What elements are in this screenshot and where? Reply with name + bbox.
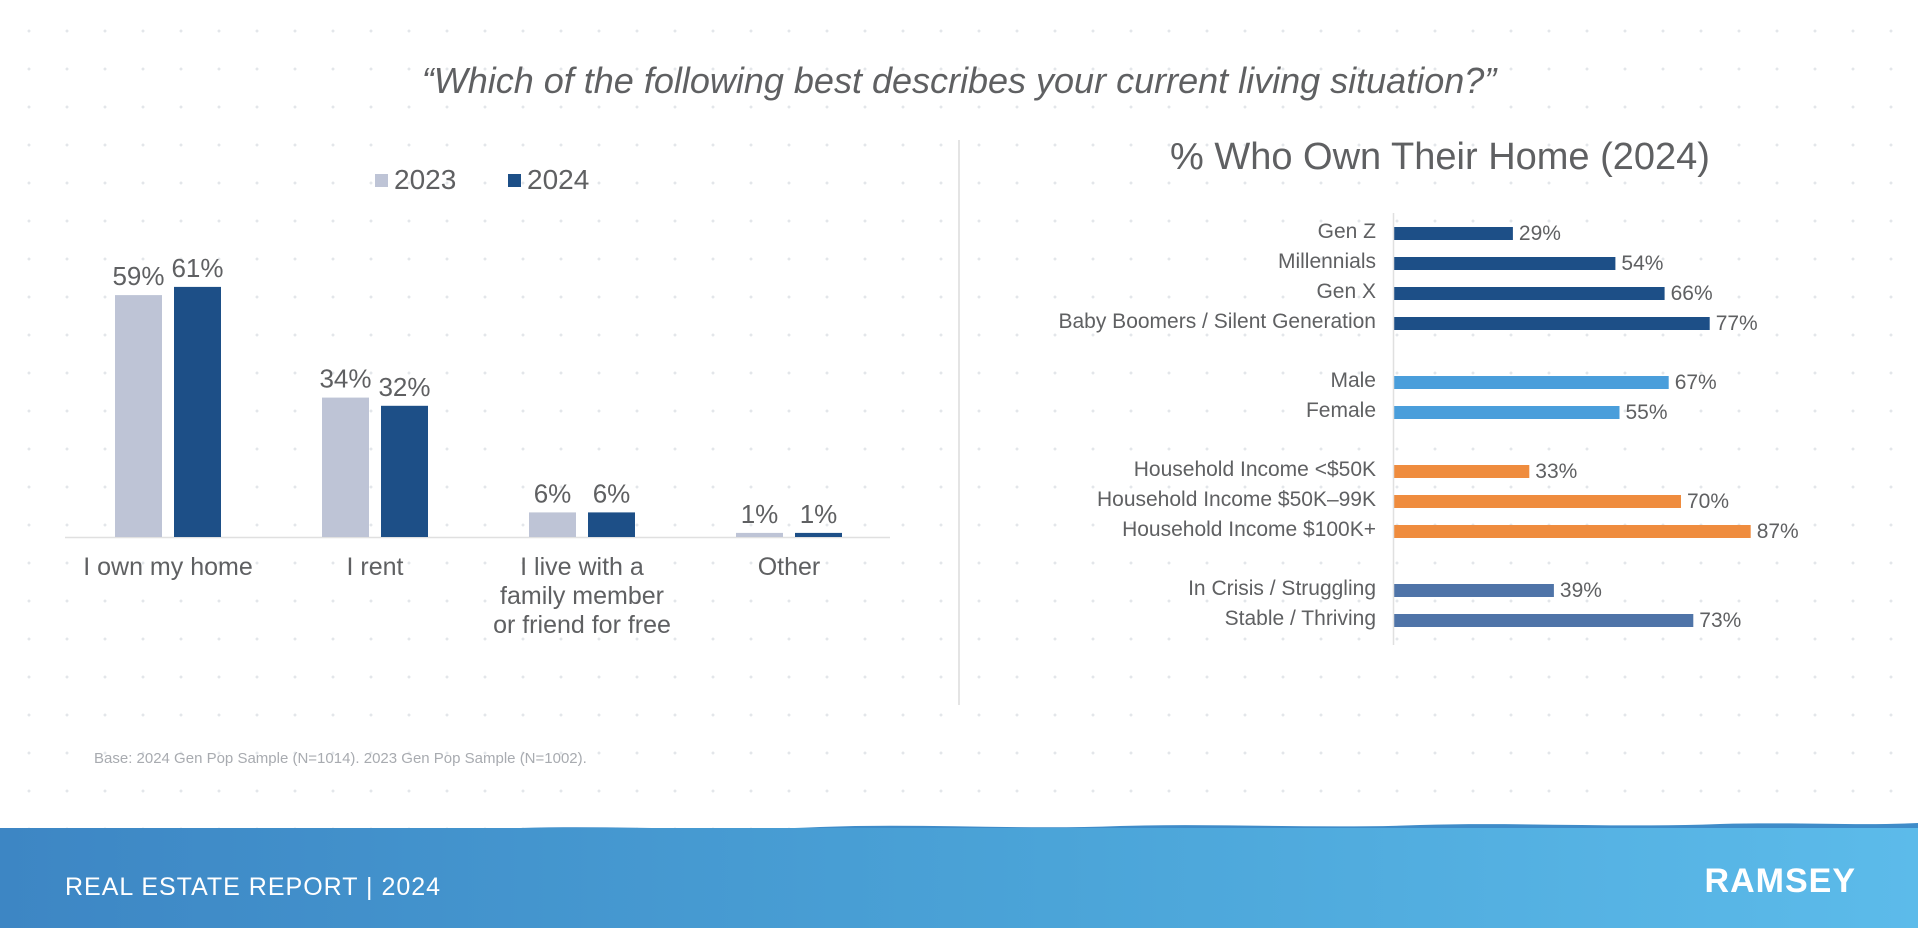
row-label-3-3: Household Income $100K+ [1122,518,1376,541]
hbar-2-2 [1394,406,1620,419]
survey-question: “Which of the following best describes y… [421,60,1497,101]
hbar-value-1-3: 66% [1671,282,1713,305]
bar-label-2024-2: 32% [378,372,430,402]
hbar-1-1 [1394,227,1513,240]
hbar-3-2 [1394,495,1681,508]
category-label-line: I own my home [83,553,253,581]
bar-label-2023-4: 1% [741,499,779,529]
legend-swatch-2023 [375,173,388,187]
hbar-value-1-1: 29% [1519,222,1561,245]
bar-label-2024-1: 61% [171,253,223,283]
hbar-value-3-3: 87% [1757,520,1799,543]
category-label-line: Other [758,553,821,581]
row-label-1-2: Millennials [1278,250,1376,273]
row-label-4-2: Stable / Thriving [1225,607,1376,630]
category-label-line: I rent [347,553,404,581]
category-label-4: Other [758,553,821,581]
hbar-value-4-1: 39% [1560,579,1602,602]
row-label-2-1: Male [1330,369,1376,392]
hbar-value-2-1: 67% [1675,371,1717,394]
ramsey-logo: RAMSEY [1704,862,1856,900]
hbar-3-1 [1394,465,1530,478]
bar-label-2024-4: 1% [800,499,838,529]
category-label-1: I own my home [83,553,253,581]
category-label-line: family member [500,582,664,610]
category-label-line: or friend for free [493,611,671,639]
hbar-1-4 [1394,317,1710,330]
bar-2024-3 [588,512,635,537]
row-label-2-2: Female [1306,399,1376,422]
footer-band [0,828,1918,928]
legend-label-2024: 2024 [527,164,590,195]
bar-label-2024-3: 6% [593,478,631,508]
row-label-4-1: In Crisis / Struggling [1188,577,1376,600]
legend-item-2024: 2024 [508,164,589,196]
hbar-2-1 [1394,376,1669,389]
row-label-1-3: Gen X [1316,280,1376,303]
hbar-value-1-2: 54% [1621,252,1663,275]
hbar-value-2-2: 55% [1626,401,1668,424]
bar-2024-2 [381,405,428,537]
bar-2023-1 [115,295,162,537]
row-label-1-1: Gen Z [1318,220,1377,243]
row-label-1-4: Baby Boomers / Silent Generation [1058,310,1376,333]
bar-label-2023-1: 59% [112,261,164,291]
ownership-column-chart: 59% 61% I own my home 34% 32% I rent 6% 6% I liv… [65,253,890,639]
ownership-by-group-bar-chart: Gen Z 29% Millennials 54% Gen X 66% Baby Boome… [1058,213,1799,645]
category-label-2: I rent [347,553,404,581]
hbar-value-1-4: 77% [1716,312,1758,335]
footer-report-title: REAL ESTATE REPORT | 2024 [65,873,442,901]
bar-2023-2 [322,397,369,537]
hbar-value-3-1: 33% [1535,460,1577,483]
bar-2023-4 [736,532,783,537]
legend-swatch-2024 [508,173,521,187]
hbar-4-2 [1394,614,1694,627]
legend-label-2023: 2023 [394,164,457,195]
hbar-1-2 [1394,257,1616,270]
hbar-value-4-2: 73% [1699,609,1741,632]
bar-label-2023-3: 6% [534,478,572,508]
base-note: Base: 2024 Gen Pop Sample (N=1014). 2023… [94,750,587,767]
category-label-3: I live with a family member or friend for … [493,553,671,639]
hbar-1-3 [1394,287,1665,300]
legend-item-2023: 2023 [375,164,456,196]
category-label-line: I live with a [520,553,644,581]
bar-2023-3 [529,512,576,537]
hbar-4-1 [1394,584,1554,597]
bar-2024-4 [795,532,842,537]
right-chart-title: % Who Own Their Home (2024) [1170,136,1710,178]
bar-2024-1 [174,286,221,537]
bar-label-2023-2: 34% [319,364,371,394]
hbar-3-3 [1394,525,1751,538]
row-label-3-1: Household Income <$50K [1134,458,1376,481]
hbar-value-3-2: 70% [1687,490,1729,513]
chart-divider [958,140,960,705]
row-label-3-2: Household Income $50K–99K [1097,488,1376,511]
